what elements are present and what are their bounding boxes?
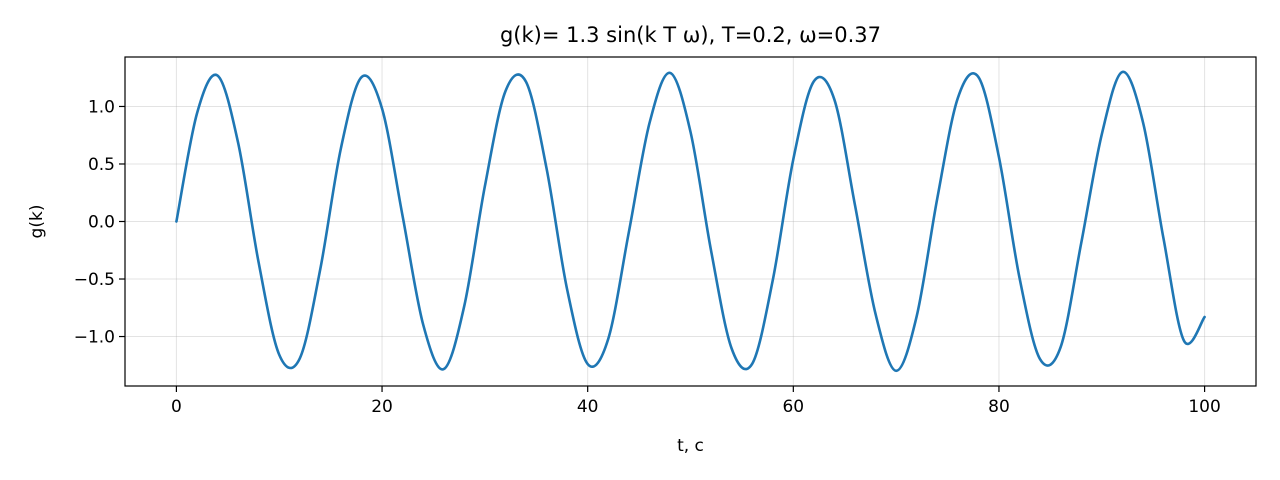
y-tick-label: 0.5 xyxy=(88,155,115,175)
x-tick-label: 40 xyxy=(577,397,599,417)
y-tick-label: −0.5 xyxy=(74,270,115,290)
x-tick-label: 80 xyxy=(988,397,1010,417)
axis-ticks: 0 20 40 60 80 100 −1.0 −0.5 0.0 0.5 1.0 xyxy=(74,97,1221,417)
chart-title: g(k)= 1.3 sin(k T ω), T=0.2, ω=0.37 xyxy=(500,23,881,47)
series-line xyxy=(175,70,1206,373)
x-tick-label: 100 xyxy=(1188,397,1220,417)
y-tick-label: 0.0 xyxy=(88,213,115,233)
y-tick-label: 1.0 xyxy=(88,97,115,117)
series-layer xyxy=(175,70,1206,373)
x-axis-label: t, c xyxy=(677,436,704,456)
y-tick-label: −1.0 xyxy=(74,328,115,348)
grid xyxy=(125,57,1256,386)
y-axis-label: g(k) xyxy=(27,205,47,239)
x-tick-label: 0 xyxy=(171,397,182,417)
x-tick-label: 60 xyxy=(782,397,804,417)
x-tick-label: 20 xyxy=(371,397,393,417)
